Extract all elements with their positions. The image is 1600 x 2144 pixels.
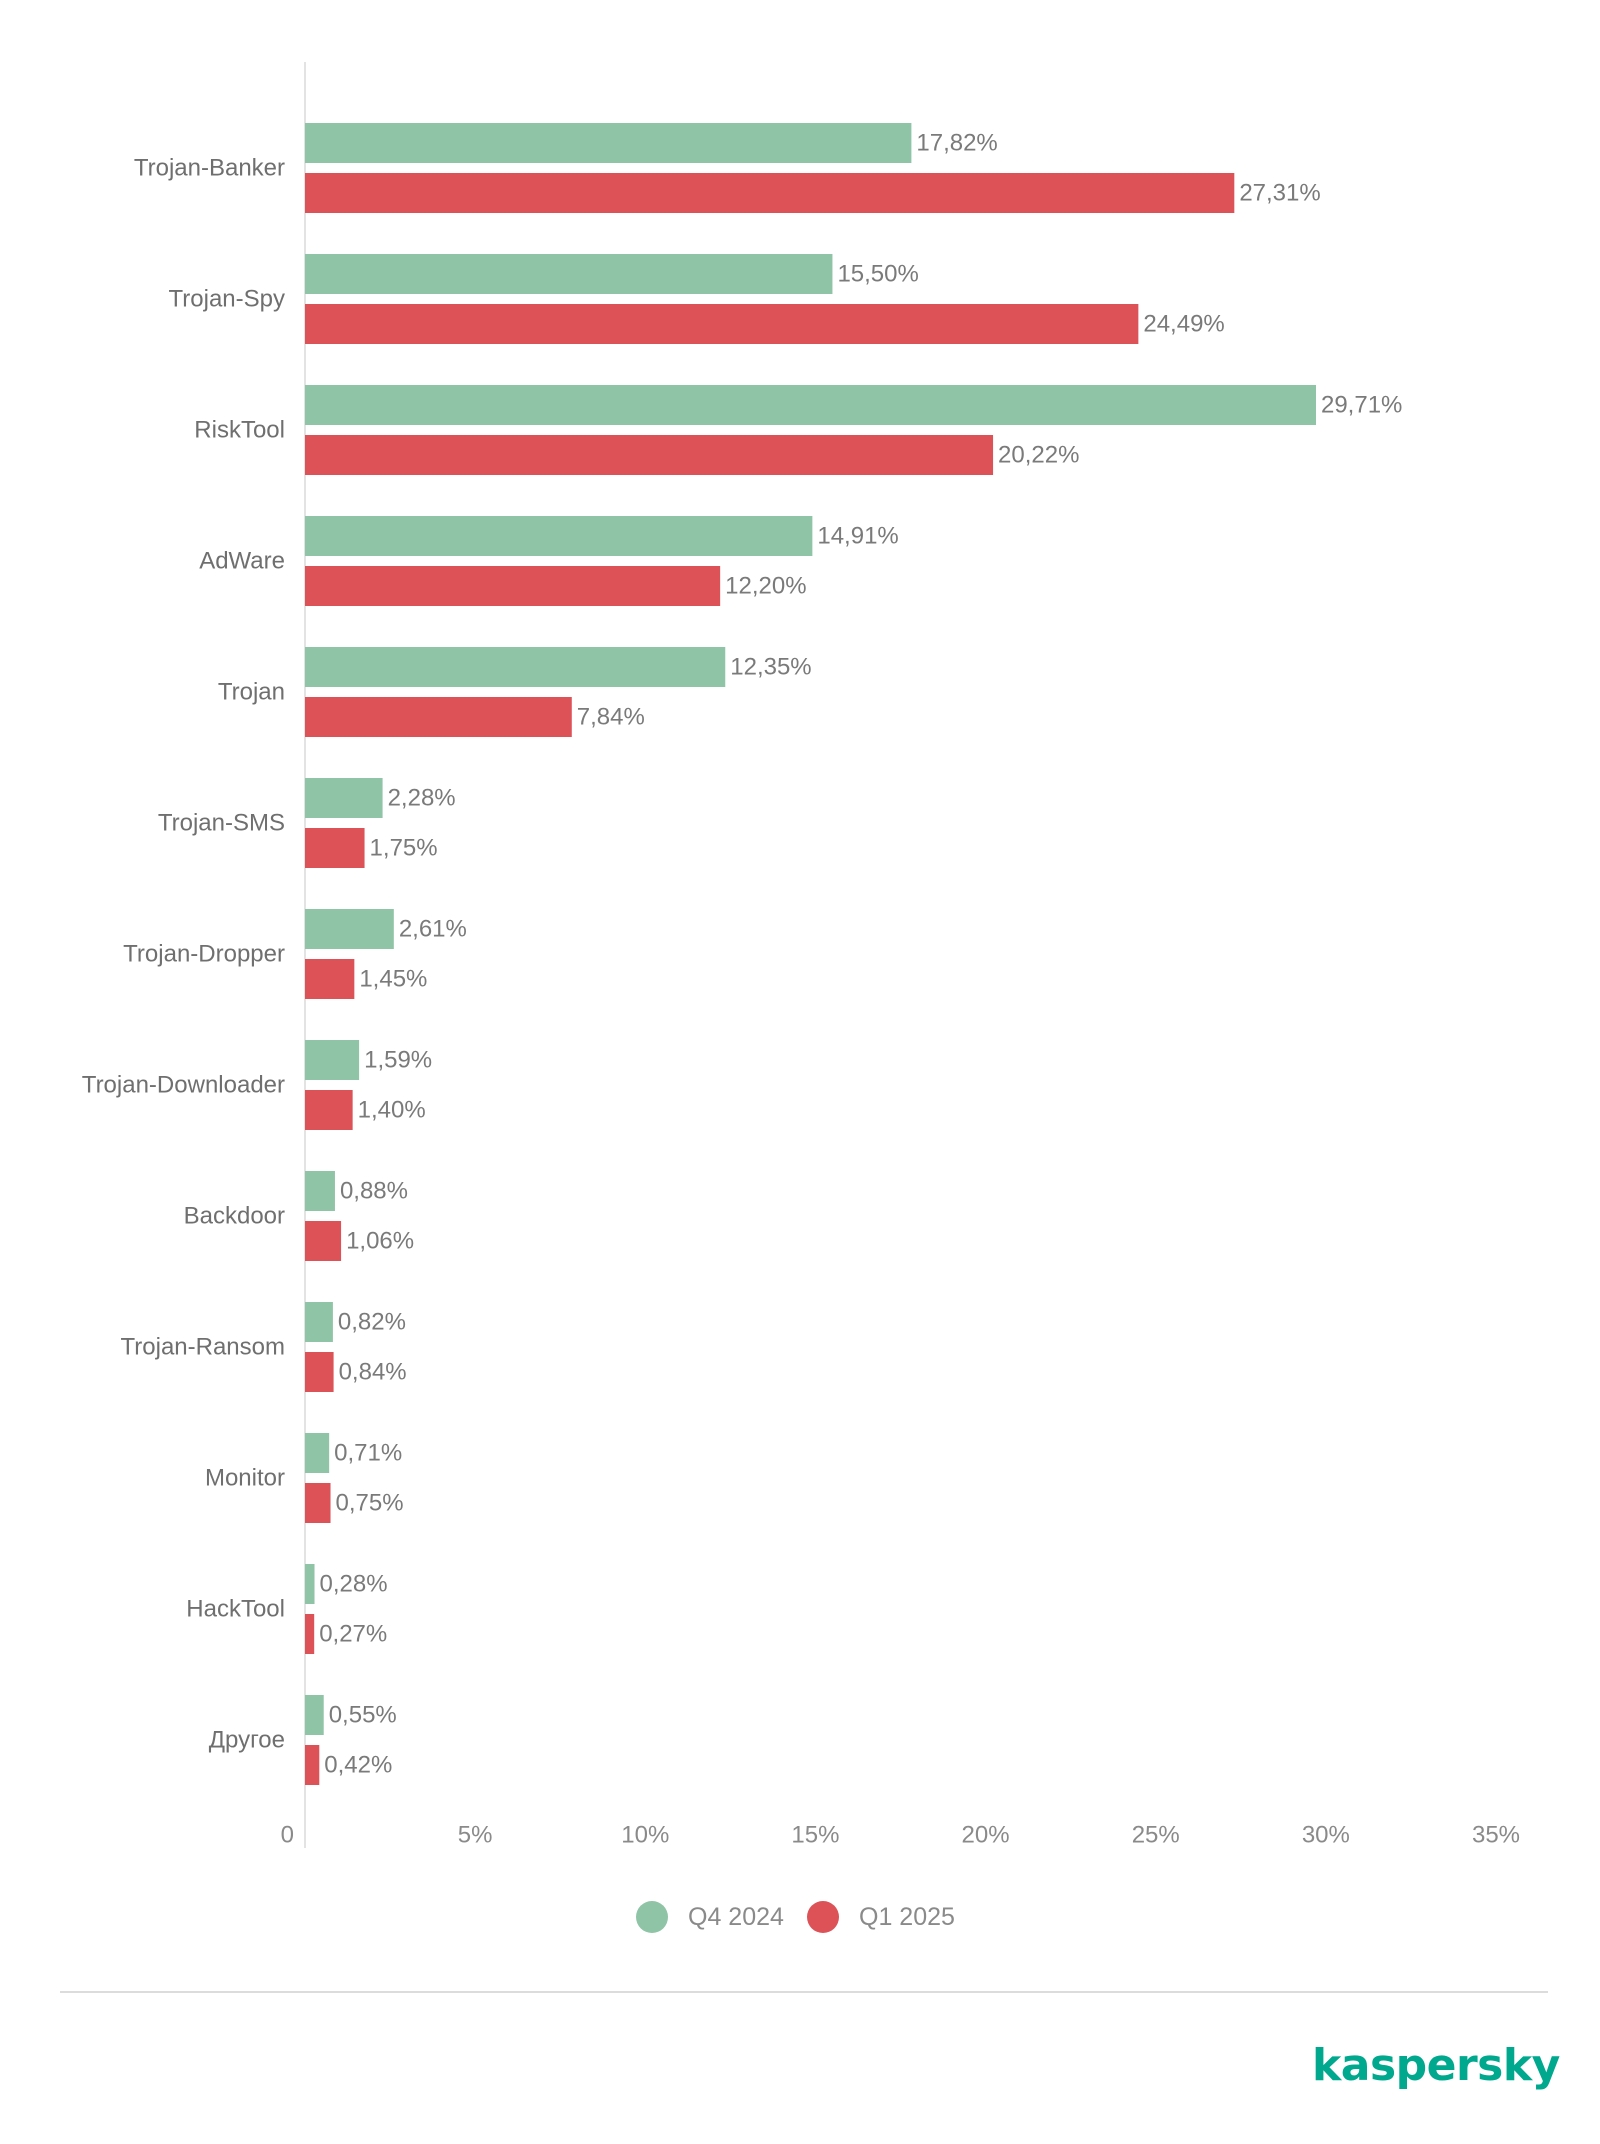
data-label: 1,40% bbox=[358, 1097, 426, 1124]
value-labels: 17,82% 27,31% 15,50% 24,49% 29,71% 20,22% 14,9… bbox=[319, 130, 1402, 1779]
data-label: 0,75% bbox=[336, 1490, 404, 1517]
category-label: Другое bbox=[209, 1727, 285, 1754]
x-tick-label: 25% bbox=[1132, 1822, 1180, 1849]
bar-q1-2025 bbox=[305, 435, 994, 475]
bar-q4-2024 bbox=[305, 909, 394, 949]
bar-q4-2024 bbox=[305, 385, 1316, 425]
category-label: Trojan-Dropper bbox=[123, 941, 285, 968]
bar-q4-2024 bbox=[305, 778, 383, 818]
category-label: RiskTool bbox=[194, 417, 285, 444]
legend-label: Q4 2024 bbox=[688, 1903, 784, 1931]
data-label: 29,71% bbox=[1321, 392, 1402, 419]
data-label: 1,06% bbox=[346, 1228, 414, 1255]
legend-swatch bbox=[807, 1901, 839, 1933]
category-labels: Trojan-Banker Trojan-Spy RiskTool AdWare Tro… bbox=[82, 155, 285, 1754]
data-label: 15,50% bbox=[837, 261, 918, 288]
bars bbox=[305, 123, 1316, 1785]
category-label: Trojan-SMS bbox=[158, 810, 285, 837]
category-label: AdWare bbox=[199, 548, 285, 575]
bar-q1-2025 bbox=[305, 1483, 331, 1523]
x-axis-ticks: 0 5% 10% 15% 20% 25% 30% 35% bbox=[281, 1822, 1520, 1849]
data-label: 0,55% bbox=[329, 1702, 397, 1729]
bar-q1-2025 bbox=[305, 697, 572, 737]
x-tick-label: 20% bbox=[962, 1822, 1010, 1849]
bar-q1-2025 bbox=[305, 173, 1235, 213]
legend-swatch bbox=[636, 1901, 668, 1933]
legend: Q4 2024 Q1 2025 bbox=[636, 1901, 955, 1933]
bar-q1-2025 bbox=[305, 1614, 315, 1654]
x-tick-label: 35% bbox=[1472, 1822, 1520, 1849]
bar-q4-2024 bbox=[305, 1040, 360, 1080]
data-label: 2,61% bbox=[399, 916, 467, 943]
data-label: 0,82% bbox=[338, 1309, 406, 1336]
bar-q4-2024 bbox=[305, 1695, 324, 1735]
category-label: HackTool bbox=[186, 1596, 285, 1623]
data-label: 0,71% bbox=[334, 1440, 402, 1467]
kaspersky-logo: kaspersky bbox=[1312, 2040, 1560, 2091]
data-label: 0,84% bbox=[339, 1359, 407, 1386]
data-label: 7,84% bbox=[577, 704, 645, 731]
data-label: 24,49% bbox=[1143, 311, 1224, 338]
data-label: 1,45% bbox=[359, 966, 427, 993]
x-tick-label: 10% bbox=[621, 1822, 669, 1849]
data-label: 1,59% bbox=[364, 1047, 432, 1074]
bar-q1-2025 bbox=[305, 304, 1139, 344]
x-tick-label: 30% bbox=[1302, 1822, 1350, 1849]
bar-q4-2024 bbox=[305, 1171, 335, 1211]
bar-q1-2025 bbox=[305, 1745, 320, 1785]
bar-q1-2025 bbox=[305, 828, 365, 868]
bar-q4-2024 bbox=[305, 1302, 333, 1342]
bar-q1-2025 bbox=[305, 1090, 353, 1130]
data-label: 12,35% bbox=[730, 654, 811, 681]
category-label: Trojan bbox=[218, 679, 285, 706]
category-label: Trojan-Spy bbox=[169, 286, 285, 313]
data-label: 0,27% bbox=[319, 1621, 387, 1648]
data-label: 20,22% bbox=[998, 442, 1079, 469]
bar-q1-2025 bbox=[305, 566, 721, 606]
category-label: Trojan-Downloader bbox=[82, 1072, 285, 1099]
footer-divider bbox=[60, 1991, 1548, 1993]
data-label: 0,28% bbox=[320, 1571, 388, 1598]
bar-q4-2024 bbox=[305, 516, 813, 556]
category-label: Trojan-Banker bbox=[134, 155, 285, 182]
bar-q4-2024 bbox=[305, 647, 726, 687]
bar-q1-2025 bbox=[305, 1221, 342, 1261]
bar-q4-2024 bbox=[305, 254, 833, 294]
data-label: 1,75% bbox=[370, 835, 438, 862]
bar-q1-2025 bbox=[305, 1352, 334, 1392]
data-label: 14,91% bbox=[817, 523, 898, 550]
data-label: 0,88% bbox=[340, 1178, 408, 1205]
data-label: 27,31% bbox=[1239, 180, 1320, 207]
data-label: 0,42% bbox=[324, 1752, 392, 1779]
data-label: 12,20% bbox=[725, 573, 806, 600]
bar-q4-2024 bbox=[305, 1564, 315, 1604]
category-label: Backdoor bbox=[184, 1203, 285, 1230]
x-tick-label: 0 bbox=[281, 1822, 294, 1849]
category-label: Monitor bbox=[205, 1465, 285, 1492]
category-label: Trojan-Ransom bbox=[121, 1334, 286, 1361]
x-tick-label: 15% bbox=[791, 1822, 839, 1849]
legend-label: Q1 2025 bbox=[859, 1903, 955, 1931]
bar-q1-2025 bbox=[305, 959, 355, 999]
x-tick-label: 5% bbox=[458, 1822, 493, 1849]
data-label: 2,28% bbox=[388, 785, 456, 812]
bar-q4-2024 bbox=[305, 1433, 330, 1473]
bar-q4-2024 bbox=[305, 123, 912, 163]
data-label: 17,82% bbox=[916, 130, 997, 157]
